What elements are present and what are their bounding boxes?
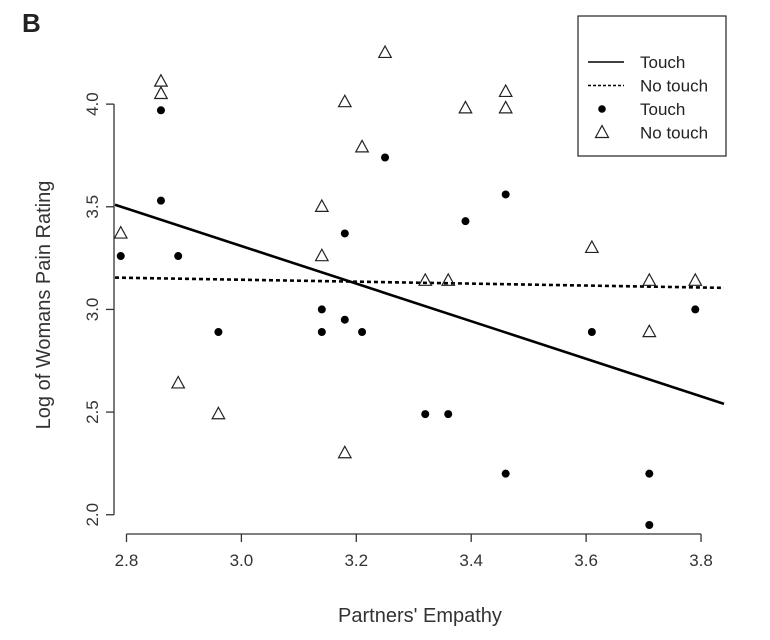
y-tick-label: 3.0: [83, 298, 102, 322]
no-touch-point: [314, 247, 330, 262]
no-touch-point: [642, 272, 657, 286]
legend-label: Touch: [640, 100, 685, 119]
no-touch-point: [498, 100, 513, 114]
panel-label: B: [22, 8, 41, 38]
touch-point: [156, 196, 165, 205]
x-axis-title: Partners' Empathy: [338, 605, 502, 627]
touch-point: [421, 410, 430, 419]
y-tick-label: 4.0: [83, 92, 102, 116]
legend-circle-icon: [598, 105, 606, 113]
no-touch-point: [377, 44, 393, 59]
no-touch-point: [337, 445, 353, 459]
touch-point: [317, 328, 326, 337]
legend: Touch No touch Touch No touch: [577, 15, 727, 157]
no-touch-point: [688, 272, 703, 286]
x-tick-label: 3.8: [689, 551, 713, 570]
touch-point: [214, 328, 223, 337]
no-touch-point: [337, 93, 353, 108]
data-points: [113, 44, 703, 529]
touch-point: [501, 190, 510, 199]
no-touch-point: [440, 272, 456, 286]
x-tick-label: 3.4: [459, 551, 483, 570]
no-touch-point: [354, 139, 370, 153]
legend-label: No touch: [640, 77, 708, 96]
legend-box: [577, 15, 727, 157]
y-tick-label: 2.5: [83, 400, 102, 424]
touch-fit-line: [114, 203, 725, 406]
no-touch-point: [153, 73, 169, 87]
no-touch-point: [458, 100, 473, 114]
axes: 2.8 3.0 3.2 3.4 3.6 3.8 2.0 2.5 3.0 3.5 4.0: [83, 92, 713, 570]
touch-point: [317, 305, 326, 314]
no-touch-point: [170, 375, 186, 389]
no-touch-point: [642, 323, 657, 338]
touch-point: [156, 106, 165, 115]
touch-point: [174, 252, 183, 261]
no-touch-point: [314, 198, 330, 212]
y-tick-label: 3.5: [83, 195, 102, 219]
no-touch-point: [113, 225, 129, 239]
no-touch-point: [498, 83, 513, 98]
no-touch-point: [153, 85, 169, 100]
legend-label: Touch: [640, 53, 685, 72]
touch-point: [501, 469, 510, 478]
touch-point: [587, 328, 596, 337]
no-touch-fit-line: [114, 276, 725, 290]
touch-point: [645, 521, 654, 529]
x-tick-label: 2.8: [115, 551, 139, 570]
touch-point: [116, 252, 125, 261]
touch-point: [358, 328, 367, 337]
touch-point: [645, 469, 654, 478]
y-axis-title: Log of Womans Pain Rating: [33, 181, 55, 430]
no-touch-point: [211, 406, 226, 420]
x-tick-label: 3.2: [344, 551, 368, 570]
touch-point: [340, 315, 349, 324]
x-tick-label: 3.0: [230, 551, 254, 570]
touch-point: [340, 229, 349, 238]
touch-point: [381, 153, 390, 162]
touch-point: [461, 217, 470, 226]
y-tick-label: 2.0: [83, 503, 102, 527]
legend-label: No touch: [640, 124, 708, 143]
fit-lines: [114, 203, 725, 406]
no-touch-point: [584, 239, 600, 254]
touch-point: [691, 305, 700, 314]
no-touch-point: [417, 272, 433, 286]
x-tick-label: 3.6: [574, 551, 598, 570]
legend-triangle-icon: [594, 124, 610, 139]
touch-point: [444, 410, 453, 419]
